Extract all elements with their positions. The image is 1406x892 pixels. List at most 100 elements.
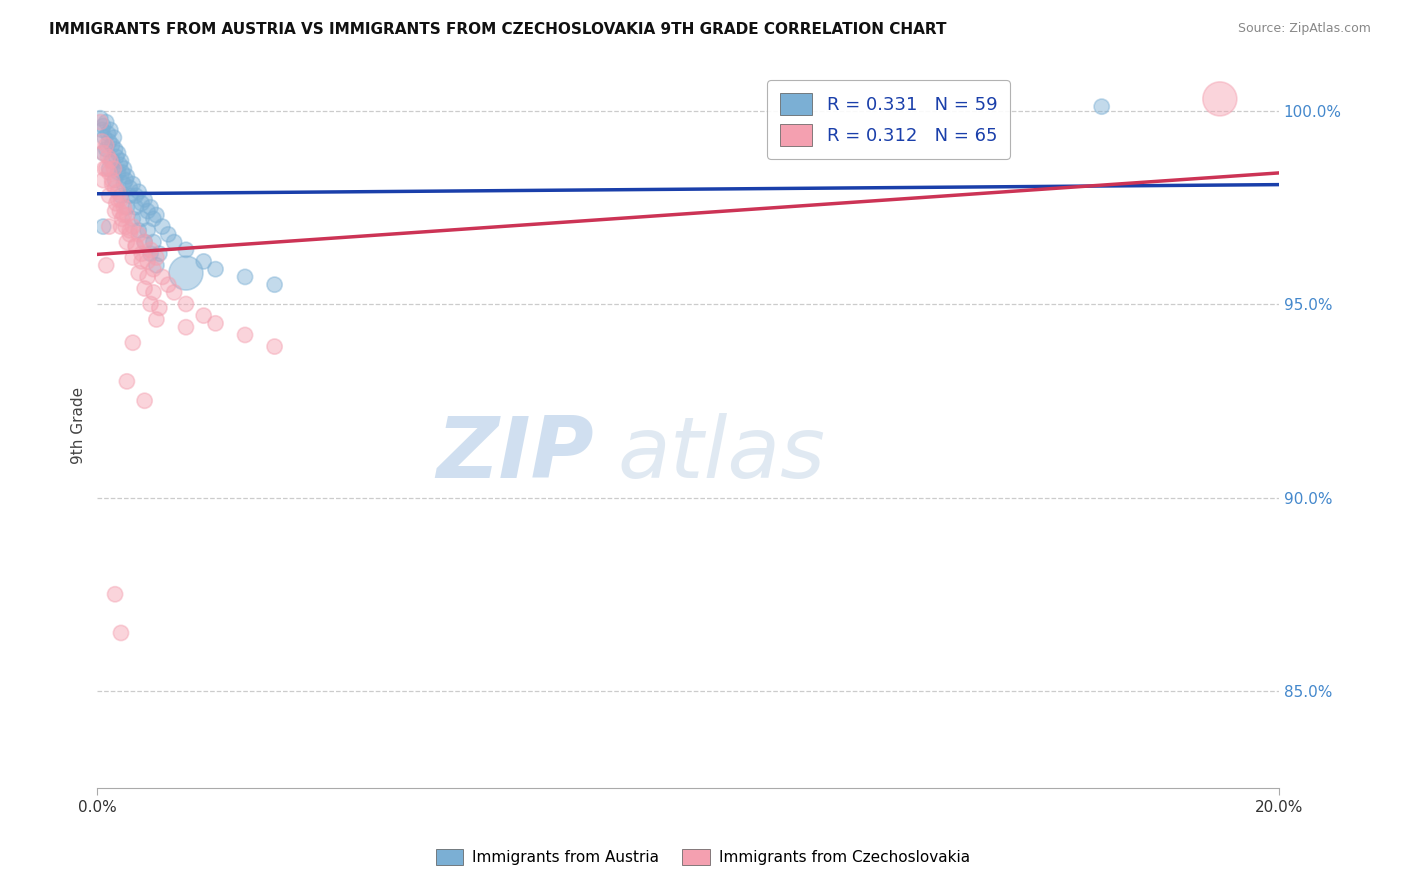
Point	[96, 161, 118, 176]
Point	[233, 269, 256, 284]
Point	[204, 262, 226, 277]
Point	[101, 177, 124, 191]
Point	[89, 115, 111, 129]
Point	[112, 200, 135, 214]
Text: ZIP: ZIP	[436, 413, 593, 496]
Point	[96, 258, 118, 272]
Text: IMMIGRANTS FROM AUSTRIA VS IMMIGRANTS FROM CZECHOSLOVAKIA 9TH GRADE CORRELATION : IMMIGRANTS FROM AUSTRIA VS IMMIGRANTS FR…	[49, 22, 946, 37]
Text: atlas: atlas	[617, 413, 825, 496]
Point	[107, 165, 129, 179]
Legend: R = 0.331   N = 59, R = 0.312   N = 65: R = 0.331 N = 59, R = 0.312 N = 65	[768, 80, 1010, 159]
Point	[142, 262, 165, 277]
Point	[1209, 92, 1232, 106]
Point	[163, 235, 186, 249]
Point	[98, 188, 121, 202]
Point	[98, 135, 121, 149]
Point	[136, 269, 159, 284]
Point	[91, 146, 114, 161]
Point	[163, 285, 186, 300]
Point	[131, 196, 153, 211]
Point	[139, 297, 162, 311]
Point	[89, 112, 111, 126]
Point	[134, 235, 156, 249]
Point	[112, 177, 135, 191]
Point	[98, 153, 121, 168]
Point	[96, 115, 118, 129]
Point	[148, 246, 170, 260]
Point	[134, 281, 156, 295]
Text: Source: ZipAtlas.com: Source: ZipAtlas.com	[1237, 22, 1371, 36]
Point	[157, 277, 180, 292]
Point	[93, 161, 115, 176]
Point	[134, 193, 156, 207]
Point	[142, 235, 165, 249]
Point	[96, 138, 118, 153]
Point	[136, 254, 159, 268]
Point	[128, 227, 150, 242]
Point	[105, 196, 128, 211]
Point	[131, 254, 153, 268]
Point	[128, 223, 150, 237]
Point	[91, 219, 114, 234]
Point	[103, 161, 125, 176]
Point	[134, 235, 156, 249]
Point	[104, 173, 127, 187]
Point	[125, 239, 148, 253]
Point	[121, 335, 143, 350]
Point	[128, 266, 150, 280]
Point	[131, 246, 153, 260]
Point	[111, 165, 134, 179]
Point	[121, 251, 143, 265]
Point	[150, 269, 173, 284]
Point	[98, 123, 121, 137]
Point	[107, 146, 129, 161]
Point	[145, 258, 167, 272]
Point	[93, 130, 115, 145]
Point	[103, 130, 125, 145]
Point	[105, 150, 128, 164]
Point	[115, 169, 138, 184]
Point	[110, 193, 132, 207]
Point	[114, 173, 136, 187]
Point	[98, 219, 121, 234]
Point	[115, 375, 138, 389]
Point	[174, 297, 197, 311]
Point	[136, 223, 159, 237]
Point	[193, 309, 215, 323]
Point	[139, 200, 162, 214]
Point	[110, 626, 132, 640]
Point	[148, 301, 170, 315]
Point	[115, 208, 138, 222]
Point	[111, 211, 134, 226]
Point	[112, 161, 135, 176]
Point	[110, 188, 132, 202]
Point	[98, 165, 121, 179]
Point	[91, 146, 114, 161]
Point	[1091, 100, 1114, 114]
Point	[114, 219, 136, 234]
Point	[150, 219, 173, 234]
Point	[97, 127, 120, 141]
Point	[204, 317, 226, 331]
Point	[142, 285, 165, 300]
Point	[107, 185, 129, 199]
Point	[263, 340, 285, 354]
Point	[125, 188, 148, 202]
Point	[139, 243, 162, 257]
Point	[121, 211, 143, 226]
Point	[142, 211, 165, 226]
Point	[145, 208, 167, 222]
Point	[174, 266, 197, 280]
Point	[110, 153, 132, 168]
Point	[115, 200, 138, 214]
Point	[125, 200, 148, 214]
Y-axis label: 9th Grade: 9th Grade	[72, 387, 86, 465]
Point	[91, 123, 114, 137]
Point	[118, 181, 141, 195]
Point	[139, 246, 162, 260]
Point	[104, 142, 127, 156]
Point	[233, 328, 256, 343]
Point	[131, 211, 153, 226]
Point	[108, 158, 131, 172]
Point	[115, 235, 138, 249]
